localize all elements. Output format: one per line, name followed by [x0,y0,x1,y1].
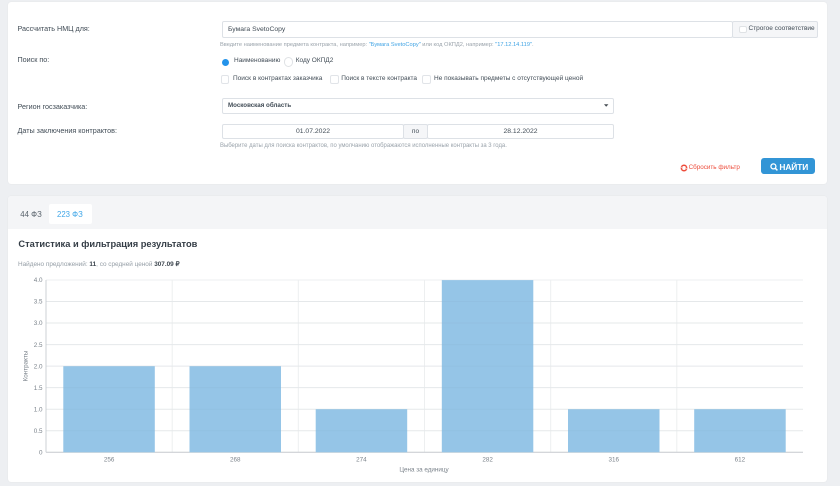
svg-text:3.0: 3.0 [34,320,43,327]
svg-text:3.5: 3.5 [34,299,43,306]
svg-text:Цена за единицу: Цена за единицу [399,467,449,474]
svg-text:2.0: 2.0 [34,363,43,370]
svg-text:0.5: 0.5 [34,428,43,435]
svg-text:1.5: 1.5 [34,385,43,392]
svg-text:Контракты: Контракты [23,350,30,381]
svg-text:1.0: 1.0 [34,406,43,413]
svg-text:274: 274 [356,457,367,464]
svg-text:2.5: 2.5 [34,342,43,349]
svg-text:282: 282 [482,457,493,464]
svg-text:316: 316 [609,457,620,464]
svg-text:0: 0 [39,450,43,457]
svg-text:612: 612 [735,457,746,464]
svg-text:256: 256 [104,457,115,464]
svg-text:268: 268 [230,457,241,464]
svg-text:4.0: 4.0 [34,277,43,284]
